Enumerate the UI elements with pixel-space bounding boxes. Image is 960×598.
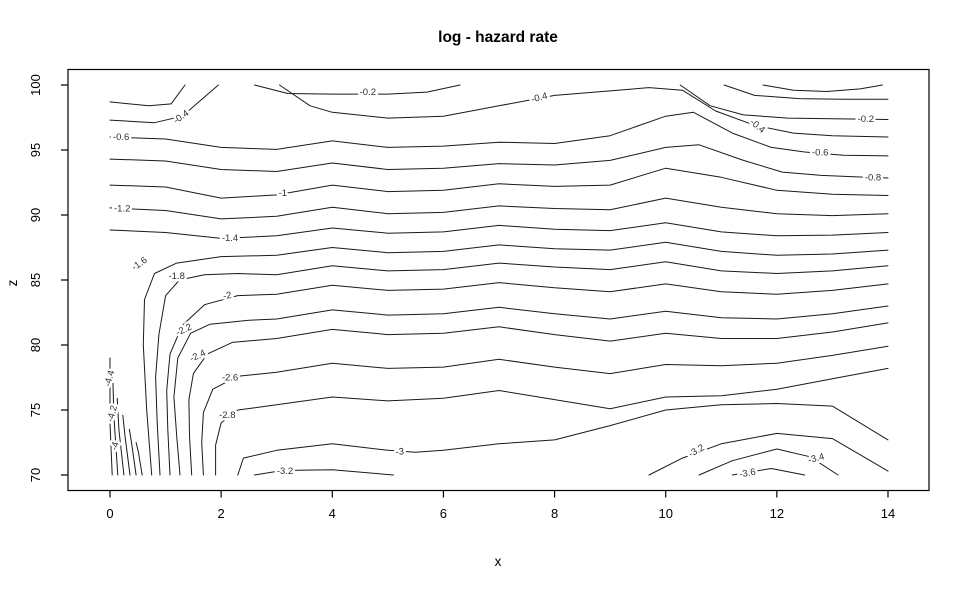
contour-line [201, 345, 889, 476]
contour-line [109, 144, 889, 179]
contour-line [109, 197, 889, 220]
contour-level-label: -2.2 [174, 322, 193, 339]
y-tick-label: 80 [28, 338, 43, 352]
y-tick-label: 70 [28, 468, 43, 482]
x-axis-title: x [495, 554, 502, 569]
contour-level-label: -0.4 [747, 117, 767, 136]
contour-line [128, 429, 137, 476]
contour-line [122, 414, 131, 476]
x-tick-label: 14 [881, 506, 895, 521]
y-tick-label: 75 [28, 403, 43, 417]
x-tick-label: 6 [440, 506, 447, 521]
contour-level-label: -1.2 [114, 204, 130, 215]
contour-line [166, 282, 889, 476]
contour-line [188, 322, 889, 476]
contour-line [109, 84, 219, 124]
contour-line [279, 84, 889, 138]
contour-line [116, 397, 125, 476]
contour-line [215, 367, 889, 476]
contour-line [762, 84, 883, 92]
contour-level-label: -1.4 [222, 233, 238, 244]
contour-level-label: -4.4 [102, 369, 117, 388]
y-tick-label: 100 [28, 74, 43, 96]
contour-level-label: -3.2 [277, 466, 293, 477]
contour-line [731, 468, 806, 476]
contour-level-label: -0.8 [865, 172, 881, 183]
y-tick-label: 90 [28, 208, 43, 222]
contour-level-label: -3.4 [807, 451, 826, 466]
contour-level-label: -0.6 [812, 148, 828, 159]
contour-line [109, 111, 889, 157]
contour-line [254, 469, 394, 476]
contour-level-label: -1 [279, 188, 287, 199]
contour-line [109, 222, 889, 239]
contour-level-label: -0.2 [360, 87, 376, 98]
contour-level-label: -3.2 [687, 442, 707, 460]
y-axis-title: z [5, 279, 20, 286]
contour-line [135, 442, 143, 476]
contour-level-label: -0.6 [113, 132, 129, 143]
x-tick-label: 8 [551, 506, 558, 521]
contour-line [237, 403, 889, 476]
contour-line [109, 167, 889, 199]
contour-line [698, 448, 839, 476]
contour-line [112, 377, 119, 476]
contour-level-label: -1.6 [130, 255, 150, 273]
contour-level-label: -2 [222, 290, 232, 302]
y-tick-label: 85 [28, 273, 43, 287]
contour-level-label: -2.8 [219, 410, 235, 421]
contour-level-label: -2.4 [188, 348, 207, 365]
page-title: log - hazard rate [438, 29, 558, 46]
contour-level-label: -3 [395, 446, 404, 458]
contour-line [254, 84, 461, 95]
y-tick-label: 95 [28, 143, 43, 157]
x-tick-label: 0 [106, 506, 113, 521]
contour-lines-group [109, 84, 889, 476]
contour-level-label: -0.2 [858, 114, 874, 125]
contour-level-label: -3.6 [739, 467, 757, 481]
contour-level-label: -0.4 [530, 91, 549, 106]
contour-line [109, 357, 113, 476]
x-tick-label: 10 [658, 506, 672, 521]
x-tick-label: 12 [770, 506, 784, 521]
contour-level-label: -4.2 [105, 404, 120, 423]
x-tick-label: 4 [329, 506, 336, 521]
contour-line [648, 432, 889, 476]
y-axis: 70 75 80 85 90 95 100 [28, 74, 68, 482]
contour-level-label: -2.6 [222, 373, 238, 384]
contour-level-label: -1.8 [169, 271, 185, 282]
contour-line [109, 84, 186, 107]
contour-line [173, 305, 889, 476]
contour-line [142, 241, 889, 476]
x-axis: 0 2 4 6 8 10 12 14 [106, 490, 895, 521]
contour-line [155, 261, 889, 476]
contour-line [723, 84, 889, 100]
plot-border [67, 68, 930, 492]
contour-line [679, 84, 889, 120]
contour-labels-group: -0.2 -0.4-0.2-0.4-0.4-0.6-0.6-0.8-1-1.2-1… [100, 85, 884, 483]
x-tick-label: 2 [218, 506, 225, 521]
